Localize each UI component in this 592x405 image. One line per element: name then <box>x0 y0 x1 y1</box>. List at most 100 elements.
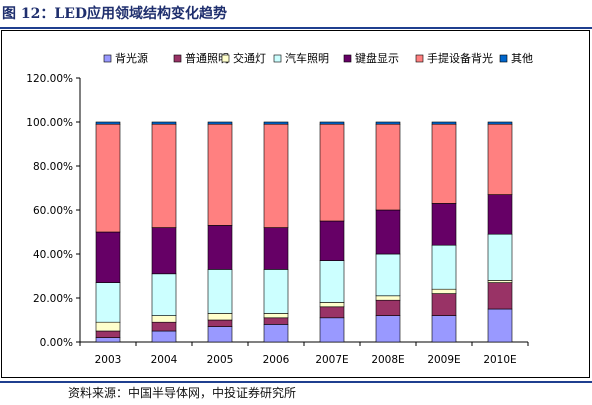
bar-segment <box>375 121 401 125</box>
legend-label: 键盘显示 <box>355 51 399 65</box>
bar-segment <box>319 317 345 343</box>
bar-segment <box>263 313 289 319</box>
bar-segment <box>431 121 457 125</box>
bar-stack <box>263 121 289 343</box>
bar-segment <box>431 123 457 204</box>
bar-segment <box>151 321 177 332</box>
bar-segment <box>207 313 233 321</box>
source-note: 资料来源：中国半导体网，中投证券研究所 <box>68 386 297 400</box>
title-divider <box>0 27 592 29</box>
bar-segment <box>263 227 289 270</box>
legend-label: 普通照明 <box>185 51 229 65</box>
x-tick-label: 2007E <box>315 354 348 366</box>
bar-segment <box>263 121 289 125</box>
bar-segment <box>263 269 289 314</box>
bar-stack <box>375 121 401 343</box>
bar-segment <box>319 121 345 125</box>
x-tick-label: 2008E <box>371 354 404 366</box>
y-tick-label: 100.00% <box>26 117 73 129</box>
legend-swatch <box>343 54 352 63</box>
bar-segment <box>95 321 121 332</box>
legend-swatch <box>221 54 230 63</box>
x-tick-label: 2004 <box>151 354 178 366</box>
y-tick-label: 40.00% <box>33 249 73 261</box>
bar-stack <box>487 121 513 343</box>
y-axis: 0.00% 20.00% 40.00% 60.00% 80.00% 100.00% 120.… <box>26 73 528 349</box>
stacked-bar-chart: 背光源 普通照明 交通灯 汽车照明 键盘显示 手提设备背光 其他 0.00% 20.00% 40… <box>26 51 533 366</box>
legend: 背光源 普通照明 交通灯 汽车照明 键盘显示 手提设备背光 其他 <box>103 51 533 65</box>
y-tick-label: 20.00% <box>33 293 73 305</box>
bar-segment <box>319 260 345 303</box>
bars <box>95 121 513 343</box>
bar-segment <box>151 315 177 323</box>
bar-segment <box>95 231 121 283</box>
bar-segment <box>431 244 457 290</box>
x-tick-label: 2005 <box>207 354 234 366</box>
bar-segment <box>95 330 121 338</box>
bar-segment <box>431 315 457 343</box>
page-title: 图 12：LED应用领域结构变化趋势 <box>2 6 228 22</box>
legend-swatch <box>173 54 182 63</box>
bar-segment <box>207 123 233 226</box>
x-tick-label: 2009E <box>427 354 460 366</box>
bar-segment <box>207 326 233 343</box>
bar-segment <box>375 253 401 297</box>
bar-segment <box>95 123 121 233</box>
bar-segment <box>263 123 289 228</box>
bar-segment <box>263 324 289 343</box>
x-tick-label: 2010E <box>483 354 516 366</box>
bar-segment <box>207 121 233 125</box>
bar-segment <box>375 123 401 211</box>
bar-segment <box>375 209 401 255</box>
bar-segment <box>95 337 121 343</box>
bar-segment <box>151 121 177 125</box>
bar-segment <box>95 282 121 323</box>
bar-stack <box>319 121 345 343</box>
bar-stack <box>151 121 177 343</box>
legend-label: 其他 <box>511 52 533 65</box>
y-tick-label: 80.00% <box>33 161 73 173</box>
y-tick-label: 0.00% <box>40 337 73 349</box>
bar-segment <box>487 308 513 343</box>
bar-segment <box>431 288 457 294</box>
bar-segment <box>375 315 401 343</box>
bar-stack <box>431 121 457 343</box>
legend-label: 交通灯 <box>233 51 266 65</box>
bar-segment <box>487 233 513 281</box>
x-tick-label: 2003 <box>95 354 122 366</box>
bar-segment <box>319 123 345 222</box>
bar-segment <box>487 194 513 235</box>
y-tick-label: 120.00% <box>26 73 73 85</box>
bar-segment <box>151 123 177 228</box>
legend-swatch <box>499 54 508 63</box>
bar-stack <box>207 121 233 343</box>
bar-segment <box>487 121 513 125</box>
bar-segment <box>431 293 457 316</box>
bar-segment <box>431 203 457 246</box>
bar-segment <box>375 295 401 301</box>
bar-segment <box>319 220 345 261</box>
bar-segment <box>95 121 121 125</box>
legend-label: 汽车照明 <box>285 51 329 65</box>
legend-swatch <box>273 54 282 63</box>
bar-segment <box>151 273 177 316</box>
chart-frame <box>1 30 590 378</box>
bar-segment <box>207 269 233 314</box>
y-tick-label: 60.00% <box>33 205 73 217</box>
legend-label: 手提设备背光 <box>427 51 493 65</box>
bar-segment <box>151 227 177 275</box>
bar-segment <box>319 302 345 308</box>
bar-segment <box>151 330 177 343</box>
bar-segment <box>263 317 289 325</box>
bar-segment <box>319 306 345 319</box>
x-axis: 2003 2004 2005 2006 2007E 2008E 2009E 2010E <box>79 342 529 366</box>
bar-segment <box>487 282 513 310</box>
x-tick-label: 2006 <box>263 354 290 366</box>
legend-swatch <box>415 54 424 63</box>
bar-segment <box>207 319 233 327</box>
bar-segment <box>487 280 513 283</box>
bar-stack <box>95 121 121 343</box>
bar-segment <box>207 225 233 270</box>
bar-segment <box>487 123 513 195</box>
legend-swatch <box>103 54 112 63</box>
